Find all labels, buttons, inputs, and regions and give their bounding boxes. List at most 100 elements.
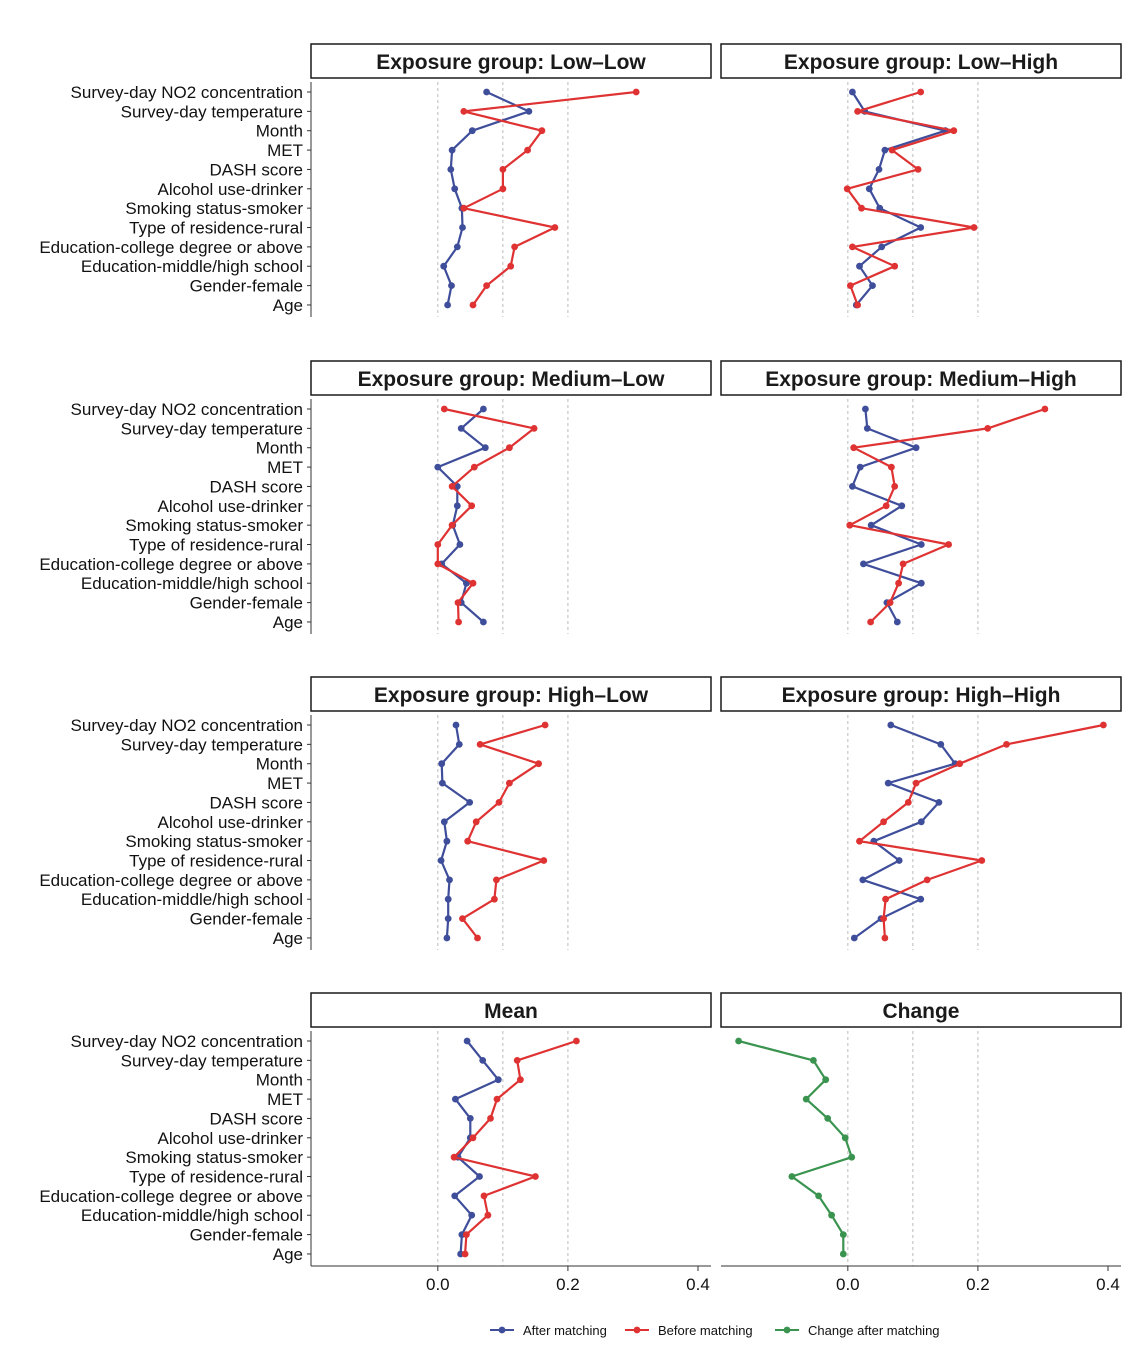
y-tick-label: Type of residence-rural <box>129 219 303 238</box>
y-tick-label: Survey-day temperature <box>121 1051 303 1070</box>
legend-label: Change after matching <box>808 1323 940 1338</box>
panel-6: Exposure group: High–High <box>720 676 1122 950</box>
series-line-after <box>851 91 947 306</box>
legend-swatch-point <box>783 1326 791 1334</box>
data-point-before <box>978 857 986 864</box>
series-line-after <box>442 91 531 306</box>
series-line-after <box>853 723 957 939</box>
data-point-before <box>858 204 865 212</box>
data-point-before <box>511 243 518 251</box>
y-tick-label: Month <box>256 439 303 458</box>
panel-3: Exposure group: Medium–Low Survey-day NO2… <box>39 360 712 634</box>
data-point-after <box>452 1095 459 1103</box>
data-point-after <box>443 837 451 845</box>
data-point-after <box>434 463 442 471</box>
y-tick-label: Gender-female <box>190 1226 303 1245</box>
data-point-before <box>923 876 931 884</box>
data-point-after <box>875 166 883 173</box>
panel-title: Exposure group: Low–High <box>784 51 1058 74</box>
legend-label: After matching <box>523 1323 607 1338</box>
y-tick-label: Month <box>256 755 303 774</box>
data-point-after <box>440 818 448 826</box>
data-point-before <box>455 618 462 626</box>
data-point-before <box>956 760 964 768</box>
series-line-before <box>461 723 546 939</box>
data-point-before <box>573 1037 580 1045</box>
data-point-before <box>849 243 856 251</box>
data-point-after <box>876 204 884 212</box>
y-tick-label: Alcohol use-drinker <box>157 180 303 199</box>
y-tick-label: DASH score <box>209 793 303 812</box>
data-point-after <box>917 895 925 903</box>
y-tick-label: Education-middle/high school <box>81 574 303 593</box>
data-point-before <box>530 425 538 432</box>
data-point-before <box>506 444 513 452</box>
data-point-after <box>887 721 895 729</box>
data-point-after <box>446 876 453 884</box>
panel-strip <box>310 992 712 1028</box>
y-tick-label: MET <box>267 141 303 160</box>
y-tick-label: Alcohol use-drinker <box>157 813 303 832</box>
panel-5: Exposure group: High–Low Survey-day NO2 c… <box>39 676 712 950</box>
data-point-before <box>970 224 978 231</box>
y-tick-label: MET <box>267 458 303 477</box>
y-tick-label: Survey-day NO2 concentration <box>71 400 303 419</box>
series-line-before <box>848 407 1046 623</box>
y-tick-label: Gender-female <box>190 910 303 929</box>
series-line-after <box>440 724 471 939</box>
data-point-after <box>494 1076 502 1084</box>
data-point-after <box>451 185 459 193</box>
data-point-after <box>869 282 876 289</box>
data-point-after <box>898 502 906 510</box>
data-point-before <box>524 146 531 154</box>
data-point-after <box>466 1115 474 1122</box>
data-point-after <box>452 721 460 729</box>
data-point-after <box>856 262 863 270</box>
data-point-before <box>434 541 442 548</box>
y-tick-label: Education-middle/high school <box>81 890 303 909</box>
y-tick-label: Education-middle/high school <box>81 1206 303 1225</box>
data-point-after <box>878 243 886 251</box>
data-point-before <box>507 262 515 270</box>
data-point-after <box>856 463 864 471</box>
data-point-before <box>517 1076 524 1084</box>
data-point-before <box>532 1173 539 1180</box>
y-tick-label: Survey-day temperature <box>121 735 303 754</box>
panel-8: Change 0.0 0.2 0.4 <box>720 992 1122 1294</box>
data-point-after <box>438 760 446 768</box>
y-tick-label: Survey-day NO2 concentration <box>71 83 303 102</box>
y-tick-label: DASH score <box>209 160 303 179</box>
data-point-before <box>881 934 889 942</box>
data-point-after <box>459 224 466 231</box>
data-point-before <box>513 1057 521 1064</box>
data-point-before <box>459 915 466 922</box>
y-tick-label: Type of residence-rural <box>129 1168 303 1187</box>
y-tick-label: Gender-female <box>190 594 303 613</box>
data-point-before <box>460 204 468 212</box>
y-tick-label: Smoking status-smoker <box>125 1148 303 1167</box>
series-line-after <box>453 1040 500 1255</box>
data-point-before <box>480 1192 488 1200</box>
panel-2: Exposure group: Low–High <box>720 43 1122 317</box>
data-point-before <box>448 483 456 490</box>
data-point-before <box>880 818 887 826</box>
data-point-before <box>463 1231 470 1238</box>
data-point-before <box>454 599 462 606</box>
data-point-before <box>856 837 863 845</box>
data-point-before <box>460 108 468 115</box>
y-tick-label: Age <box>273 1245 303 1264</box>
data-point-change <box>841 1134 849 1142</box>
data-point-before <box>551 224 559 231</box>
data-point-change <box>822 1076 830 1084</box>
data-point-after <box>917 224 925 231</box>
data-point-after <box>893 618 901 626</box>
series-line-before <box>453 1039 577 1255</box>
y-tick-label: Age <box>273 296 303 315</box>
data-point-before <box>499 185 507 193</box>
y-tick-label: DASH score <box>209 1109 303 1128</box>
data-point-before <box>472 818 480 826</box>
data-point-after <box>444 915 452 922</box>
data-point-after <box>448 146 456 154</box>
panel-title: Mean <box>484 1000 538 1023</box>
data-point-after <box>862 405 869 413</box>
